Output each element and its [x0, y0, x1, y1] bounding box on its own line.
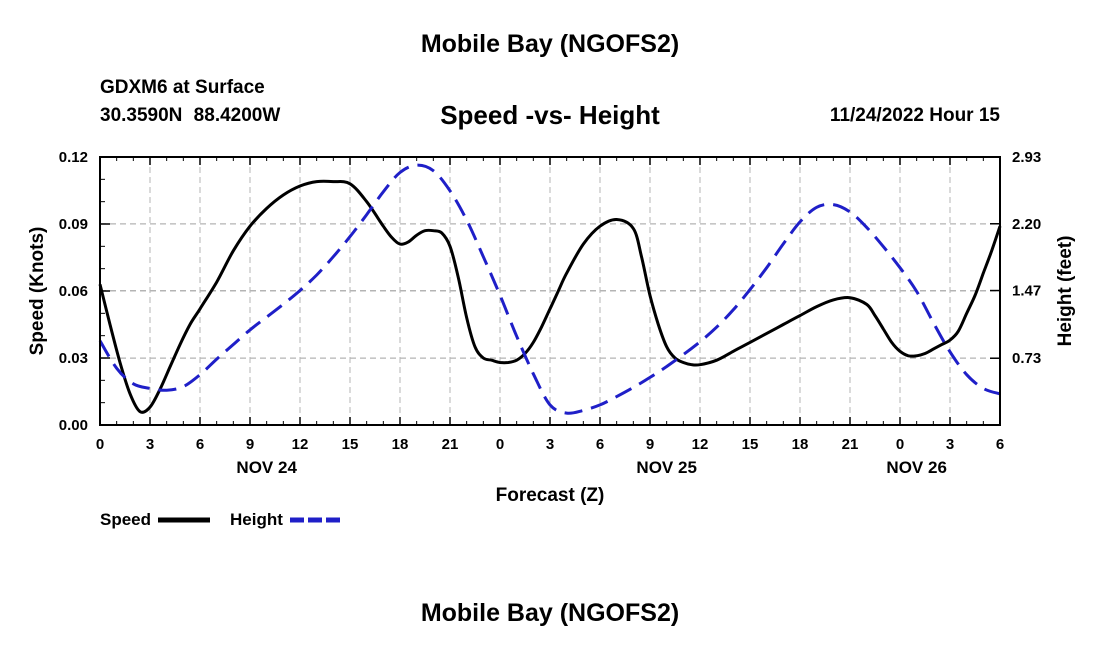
plot-frame: [99, 156, 1001, 426]
x-tick-label: 9: [246, 436, 254, 453]
x-tick-label: 15: [742, 436, 759, 453]
page-title: Mobile Bay (NGOFS2): [420, 30, 680, 58]
x-tick-label: 15: [342, 436, 359, 453]
chart-grid: [100, 156, 1000, 425]
x-tick-label: 18: [392, 436, 409, 453]
x-tick-label: 3: [546, 436, 554, 453]
x-tick-label: 21: [442, 436, 459, 453]
y-right-tick-label: 0.73: [1012, 350, 1041, 367]
x-tick-label: 0: [896, 436, 904, 453]
legend-label-height: Height: [230, 510, 283, 529]
series-layer: [98, 163, 1002, 415]
x-axis-title: Forecast (Z): [496, 485, 605, 506]
height-series-line: [98, 163, 1001, 415]
y-axis-title: Speed (Knots): [27, 227, 48, 356]
legend-label-speed: Speed: [100, 510, 151, 529]
x-tick-label: 12: [292, 436, 309, 453]
x-tick-label: 6: [596, 436, 604, 453]
y-axis-right-title: Height (feet): [1055, 236, 1076, 347]
date-label: NOV 25: [636, 458, 696, 477]
x-tick-label: 0: [96, 436, 104, 453]
footer-title: Mobile Bay (NGOFS2): [420, 599, 680, 627]
legend: Speed Height: [100, 510, 342, 529]
x-tick-label: 9: [646, 436, 654, 453]
x-tick-label: 0: [496, 436, 504, 453]
x-tick-label: 6: [996, 436, 1004, 453]
chart-title: Speed -vs- Height: [440, 100, 660, 130]
x-tick-label: 18: [792, 436, 809, 453]
x-tick-label: 3: [146, 436, 154, 453]
date-label: NOV 24: [236, 458, 297, 477]
y-tick-label: 0.06: [59, 283, 88, 300]
station-name: GDXM6 at Surface: [100, 77, 265, 98]
y-tick-label: 0.12: [59, 149, 88, 166]
x-tick-label: 6: [196, 436, 204, 453]
station-coordinates: 30.3590N 88.4200W: [100, 105, 281, 126]
date-label: NOV 26: [886, 458, 946, 477]
axis-labels: 0 3 6 9 12 15 18 21 0 3 6 9 12 15 18 21 0 3 6 NOV 24 NOV 25 N…: [59, 149, 1041, 477]
y-right-tick-label: 2.93: [1012, 149, 1041, 166]
y-right-tick-label: 1.47: [1012, 283, 1041, 300]
y-right-tick-label: 2.20: [1012, 216, 1041, 233]
speed-series-line: [98, 179, 1002, 414]
y-tick-label: 0.03: [59, 350, 88, 367]
forecast-datetime: 11/24/2022 Hour 15: [829, 105, 1000, 126]
y-tick-label: 0.09: [59, 216, 88, 233]
x-tick-label: 3: [946, 436, 954, 453]
x-tick-label: 21: [842, 436, 859, 453]
y-tick-label: 0.00: [59, 417, 88, 434]
x-tick-label: 12: [692, 436, 709, 453]
